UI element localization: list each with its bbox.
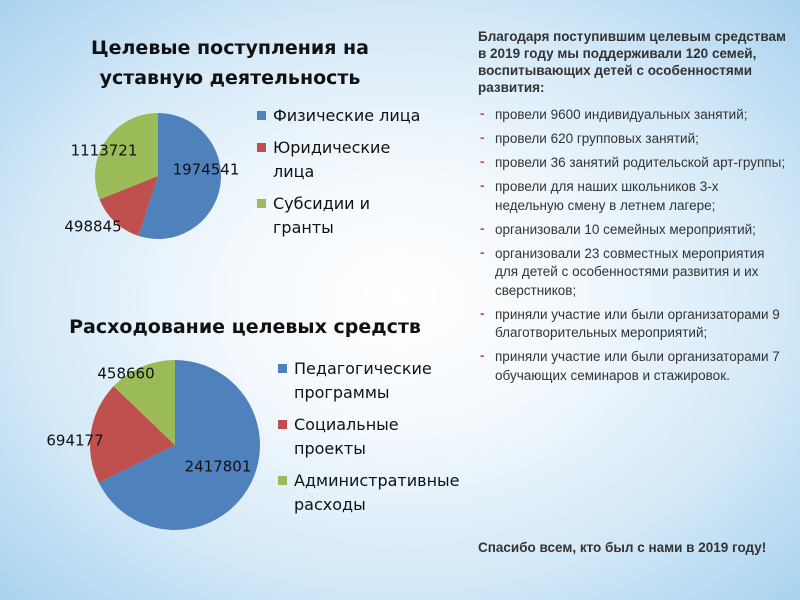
slice-data-label: 498845	[64, 218, 121, 236]
legend-item: Юридические лица	[257, 136, 457, 184]
bullet-dash-icon: -	[480, 130, 485, 145]
legend-label: Субсидии и гранты	[273, 194, 371, 237]
legend-item: Административные расходы	[278, 469, 478, 517]
bullet-dash-icon: -	[480, 244, 485, 260]
slice-data-label: 1113721	[71, 142, 138, 160]
list-item: - приняли участие или были организаторами…	[478, 348, 790, 385]
list-item-text: провели 36 занятий родительской арт-груп…	[495, 155, 786, 170]
list-item-text: провели для наших школьников 3-х недельн…	[495, 179, 719, 213]
slice-data-label: 458660	[97, 365, 154, 383]
legend-swatch	[278, 420, 287, 429]
slice-data-label: 2417801	[185, 458, 252, 476]
pie-slice	[138, 113, 221, 239]
legend-label: Педагогические программы	[294, 359, 432, 402]
bullet-dash-icon: -	[480, 154, 485, 169]
list-item-text: приняли участие или были организаторами …	[495, 306, 780, 341]
legend-item: Физические лица	[257, 104, 457, 128]
legend-swatch	[257, 199, 266, 208]
chart-title-income: Целевые поступления на уставную деятельн…	[91, 37, 369, 89]
list-item: - провели 9600 индивидуальных занятий;	[478, 106, 790, 125]
bullet-dash-icon: -	[480, 220, 485, 236]
thanks-text: Спасибо всем, кто был с нами в 2019 году…	[478, 540, 767, 555]
bullet-dash-icon: -	[480, 106, 485, 121]
legend-label: Социальные проекты	[294, 415, 399, 458]
list-item: - провели для наших школьников 3-х недель…	[478, 178, 790, 215]
chart-title-expenses: Расходование целевых средств	[69, 316, 421, 338]
intro-text: Благодаря поступившим целевым средствам …	[478, 29, 786, 95]
pie-slice	[94, 113, 158, 200]
list-item: - провели 620 групповых занятий;	[478, 130, 790, 149]
pie-slice	[99, 176, 158, 236]
legend-item: Субсидии и гранты	[257, 192, 457, 240]
legend-swatch	[257, 111, 266, 120]
legend-swatch	[257, 143, 266, 152]
pie-slice	[113, 360, 175, 445]
list-item-text: провели 9600 индивидуальных занятий;	[495, 107, 748, 122]
legend-item: Социальные проекты	[278, 413, 478, 461]
legend-label: Административные расходы	[294, 471, 460, 514]
legend-swatch	[278, 364, 287, 373]
legend-swatch	[278, 476, 287, 485]
legend-label: Физические лица	[273, 106, 421, 125]
legend-expenses: Педагогические программы Социальные проек…	[278, 357, 478, 525]
list-item-text: организовали 10 семейных мероприятий;	[495, 221, 756, 237]
results-panel: Благодаря поступившим целевым средствам …	[478, 28, 790, 391]
list-item: - организовали 10 семейных мероприятий;	[478, 221, 790, 240]
slice-data-label: 694177	[46, 432, 103, 450]
pie-slice	[98, 360, 260, 530]
legend-item: Педагогические программы	[278, 357, 478, 405]
legend-label: Юридические лица	[273, 138, 391, 181]
list-item-text: приняли участие или были организаторами …	[495, 349, 780, 383]
results-list: - провели 9600 индивидуальных занятий; - пр…	[478, 106, 790, 385]
bullet-dash-icon: -	[480, 178, 485, 193]
list-item: - провели 36 занятий родительской арт-гру…	[478, 154, 790, 173]
bullet-dash-icon: -	[480, 348, 485, 363]
list-item-text: провели 620 групповых занятий;	[495, 131, 699, 146]
legend-income: Физические лица Юридические лица Субсидии …	[257, 104, 457, 248]
slice-data-label: 1974541	[173, 161, 240, 179]
list-item: - приняли участие или были организаторами…	[478, 306, 790, 343]
list-item-text: организовали 23 совместных мероприятия д…	[495, 245, 765, 298]
bullet-dash-icon: -	[480, 305, 485, 321]
pie-slice	[89, 386, 175, 483]
list-item: - организовали 23 совместных мероприятия …	[478, 245, 790, 301]
